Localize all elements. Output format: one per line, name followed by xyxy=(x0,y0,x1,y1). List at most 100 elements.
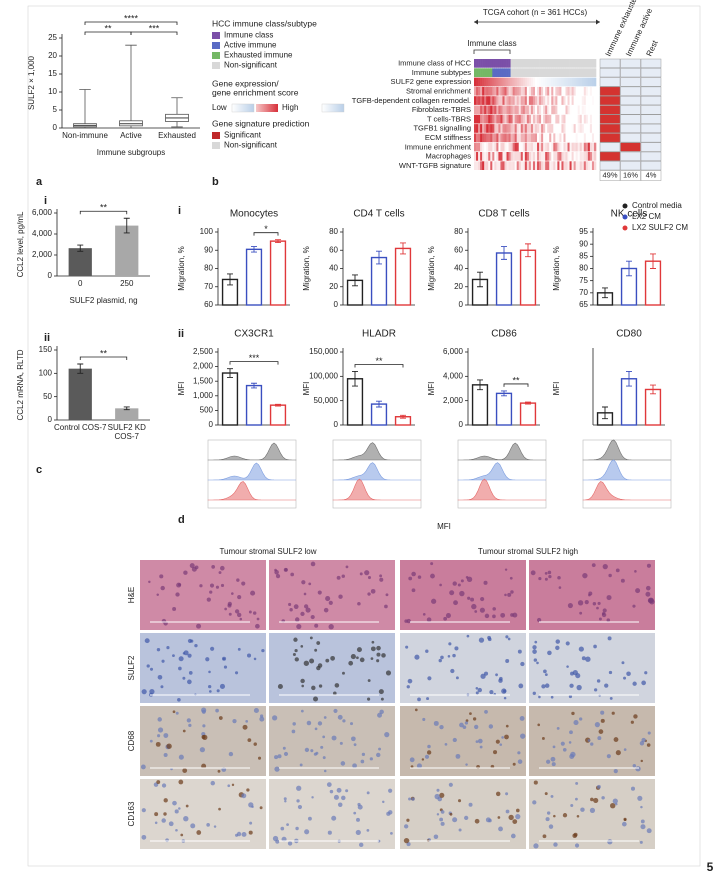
bar xyxy=(115,408,139,420)
percent-cell xyxy=(620,170,641,181)
cell xyxy=(596,679,601,683)
heat-cell xyxy=(528,77,532,87)
cell xyxy=(182,676,186,680)
heat-cell xyxy=(516,96,520,105)
heat-cell xyxy=(579,142,583,152)
cell xyxy=(208,690,212,693)
y-tick-label: 80 xyxy=(579,264,588,273)
cell xyxy=(218,807,221,811)
heat-cell xyxy=(551,86,554,96)
cell xyxy=(645,591,651,597)
heat-cell xyxy=(500,161,503,170)
cell xyxy=(382,800,385,804)
cell xyxy=(538,576,542,581)
error-bar xyxy=(275,403,281,407)
cell xyxy=(493,750,498,755)
heat-cell xyxy=(516,105,520,115)
cell xyxy=(201,735,206,739)
chart-title: CD8 T cells xyxy=(478,209,529,220)
significance-bracket xyxy=(354,364,404,368)
cell xyxy=(488,724,494,729)
heat-cell xyxy=(484,124,487,133)
heat-cell xyxy=(553,152,556,161)
heat-cell xyxy=(567,68,570,77)
cell xyxy=(239,617,243,621)
heat-cell xyxy=(573,77,576,87)
heat-cell xyxy=(589,105,593,115)
error-bar xyxy=(376,250,382,265)
heat-cell xyxy=(528,142,532,152)
cell xyxy=(405,645,409,649)
legend-label: Exhausted immune xyxy=(224,51,293,60)
cell xyxy=(439,792,445,798)
cell xyxy=(316,665,321,671)
cell xyxy=(427,744,431,749)
heat-cell xyxy=(573,114,576,124)
heat-cell xyxy=(551,152,554,161)
error-bar xyxy=(602,287,608,299)
heat-cell xyxy=(506,142,509,152)
cell xyxy=(206,823,210,827)
heat-cell xyxy=(581,161,585,170)
cell xyxy=(632,604,636,608)
cell xyxy=(199,747,206,753)
error-bar xyxy=(77,363,84,374)
heat-cell xyxy=(518,152,522,161)
heat-cell xyxy=(583,152,587,161)
heat-cell xyxy=(549,114,552,124)
cell xyxy=(218,571,222,575)
cell xyxy=(504,568,508,571)
heat-cell xyxy=(537,124,540,133)
cell xyxy=(251,805,254,808)
heat-cell xyxy=(579,105,583,115)
cell xyxy=(160,685,164,689)
heat-cell xyxy=(557,152,560,161)
cell xyxy=(206,597,211,602)
heat-cell xyxy=(482,152,485,161)
row-label: TGFB-dependent collagen remodel. xyxy=(352,96,471,105)
x-tick-label-box: Non-immune xyxy=(62,131,108,140)
summary-cell xyxy=(620,123,641,133)
heat-cell xyxy=(518,142,522,152)
cell xyxy=(542,834,547,839)
cell xyxy=(495,673,498,677)
cell xyxy=(536,617,542,623)
heat-cell xyxy=(535,59,538,68)
cell xyxy=(355,829,361,836)
cell xyxy=(353,743,357,747)
heat-cell xyxy=(516,86,520,96)
bar xyxy=(245,248,263,306)
error-bar xyxy=(501,246,507,260)
cell xyxy=(495,739,500,744)
cell xyxy=(350,654,356,660)
cell xyxy=(569,683,574,688)
heat-cell xyxy=(591,68,595,77)
summary-cell xyxy=(640,133,662,143)
heat-cell xyxy=(571,133,574,143)
heat-cell xyxy=(530,86,534,96)
summary-cell xyxy=(620,86,641,96)
heat-cell xyxy=(498,77,501,87)
heat-cell xyxy=(506,124,509,133)
heat-cell xyxy=(520,133,524,143)
heat-cell xyxy=(563,59,566,68)
cell xyxy=(551,762,556,767)
cell xyxy=(292,722,296,726)
heat-cell xyxy=(518,68,522,77)
heat-cell xyxy=(557,68,560,77)
image-tile xyxy=(400,779,526,849)
heat-cell xyxy=(585,161,589,170)
heat-cell xyxy=(510,77,513,87)
heat-cell xyxy=(545,142,548,152)
cell xyxy=(632,764,637,768)
heat-cell xyxy=(482,77,485,87)
heat-cell xyxy=(587,68,591,77)
cell xyxy=(333,691,337,696)
y-tick-label: 0 xyxy=(53,123,58,132)
cell xyxy=(520,733,526,739)
y-tick-label: 50,000 xyxy=(314,396,339,405)
sub-label: i xyxy=(178,205,181,217)
cell xyxy=(439,817,444,822)
cell xyxy=(601,612,607,618)
bar xyxy=(115,225,139,276)
